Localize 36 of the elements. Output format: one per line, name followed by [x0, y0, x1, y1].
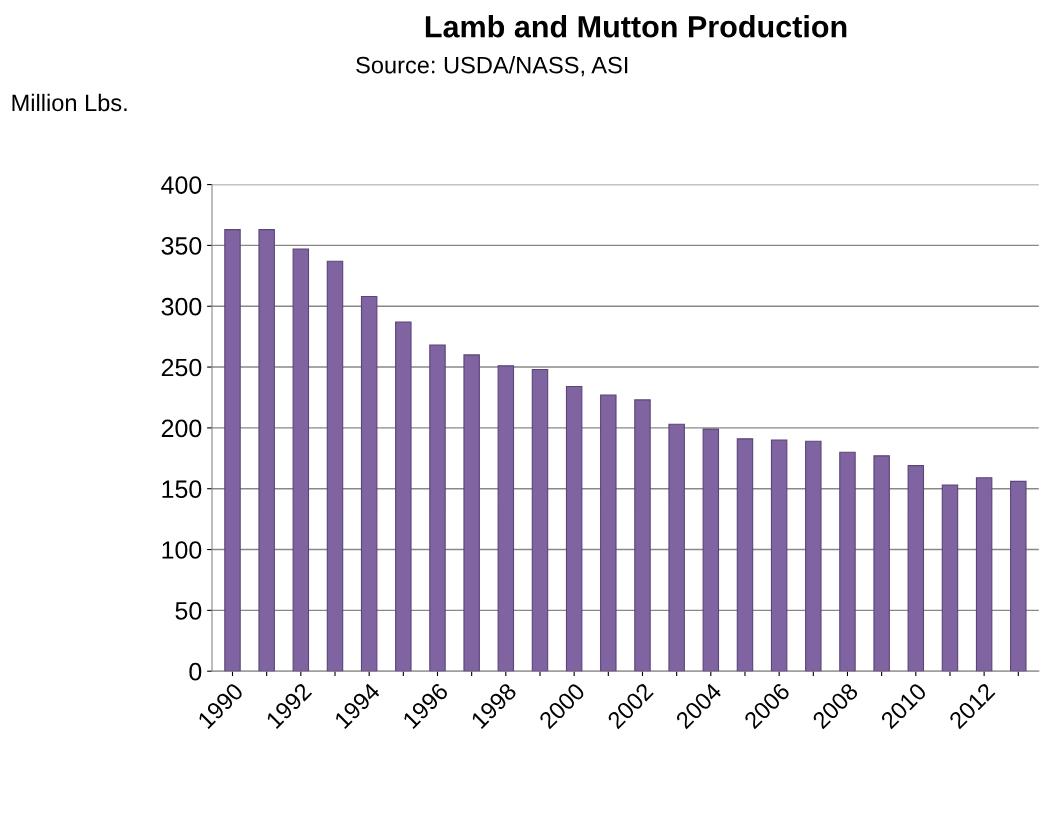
bar — [1010, 480, 1027, 672]
bar — [531, 368, 549, 672]
bar — [907, 465, 925, 672]
bar — [360, 295, 378, 672]
chart-title: Lamb and Mutton Production — [425, 15, 847, 38]
y-tick-label: 350 — [161, 237, 202, 255]
bar — [668, 423, 685, 672]
y-tick-label: 0 — [189, 662, 202, 681]
y-axis-title: Million Lbs. — [12, 93, 127, 112]
y-tick-label: 200 — [161, 419, 202, 438]
y-tick-label: 400 — [161, 176, 202, 194]
bar — [736, 438, 754, 672]
bar — [634, 399, 651, 672]
y-tick-label: 50 — [175, 601, 202, 620]
bar — [497, 365, 515, 672]
bar — [292, 248, 310, 672]
bar — [463, 354, 480, 672]
bar — [702, 428, 720, 672]
bar — [839, 451, 856, 672]
y-tick-label: 150 — [162, 480, 202, 499]
bar — [395, 321, 412, 672]
bar — [941, 484, 959, 672]
bar — [975, 477, 993, 672]
bar — [600, 394, 617, 672]
bar — [429, 344, 446, 672]
bar — [770, 439, 788, 672]
y-tick-label: 250 — [161, 358, 202, 377]
y-tick-label: 300 — [161, 297, 202, 316]
bar — [873, 455, 890, 672]
bar — [326, 260, 344, 672]
bar — [805, 440, 822, 672]
bar — [224, 229, 241, 672]
y-tick-label: 100 — [162, 541, 202, 559]
bar — [565, 385, 583, 672]
bar — [258, 229, 275, 672]
chart-subtitle: Source: USDA/NASS, ASI — [356, 56, 628, 77]
